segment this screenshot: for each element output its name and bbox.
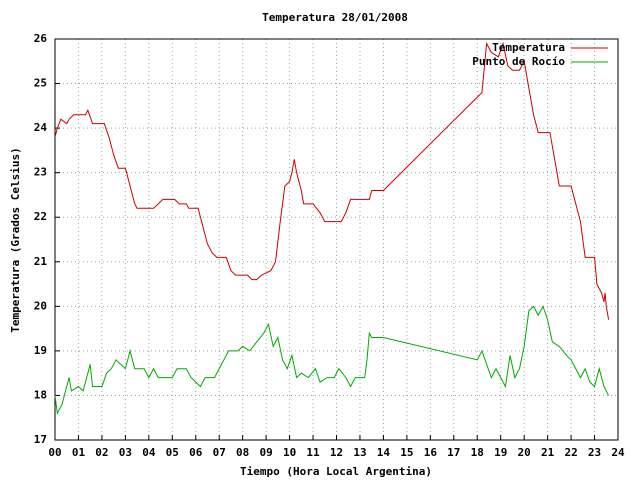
x-tick-label: 01 (72, 446, 86, 459)
x-tick-label: 00 (48, 446, 61, 459)
x-tick-label: 23 (588, 446, 601, 459)
y-axis-label: Temperatura (Grados Celsius) (9, 147, 22, 332)
legend-label: Temperatura (492, 41, 565, 54)
plot-frame (54, 38, 619, 441)
x-tick-label: 12 (330, 446, 343, 459)
x-tick-label: 24 (611, 446, 625, 459)
series-line (54, 41, 610, 320)
x-tick-label: 13 (353, 446, 366, 459)
y-tick-label: 24 (34, 121, 48, 134)
x-tick-label: 06 (189, 446, 203, 459)
x-tick-label: 22 (564, 446, 577, 459)
x-tick-label: 11 (306, 446, 320, 459)
series-line (54, 305, 610, 415)
x-tick-label: 14 (377, 446, 391, 459)
y-tick-label: 21 (34, 255, 48, 268)
x-tick-label: 17 (447, 446, 460, 459)
y-tick-label: 23 (34, 166, 47, 179)
x-tick-label: 18 (471, 446, 484, 459)
chart-title: Temperatura 28/01/2008 (262, 11, 408, 24)
y-tick-label: 19 (34, 344, 47, 357)
x-tick-label: 21 (541, 446, 555, 459)
x-tick-label: 19 (494, 446, 507, 459)
y-tick-label: 25 (34, 77, 47, 90)
x-tick-label: 09 (260, 446, 273, 459)
y-tick-label: 17 (34, 433, 47, 446)
x-tick-label: 16 (424, 446, 438, 459)
y-tick-label: 22 (34, 210, 47, 223)
y-tick-label: 20 (34, 299, 47, 312)
x-tick-label: 03 (119, 446, 132, 459)
x-tick-label: 08 (236, 446, 249, 459)
x-tick-label: 04 (142, 446, 156, 459)
x-tick-label: 07 (213, 446, 226, 459)
x-axis-label: Tiempo (Hora Local Argentina) (240, 465, 432, 478)
x-tick-label: 20 (518, 446, 531, 459)
x-tick-label: 10 (283, 446, 296, 459)
x-tick-label: 05 (166, 446, 179, 459)
legend-label: Punto de Rocío (472, 55, 565, 68)
x-tick-label: 02 (95, 446, 108, 459)
x-tick-label: 15 (400, 446, 413, 459)
y-tick-label: 18 (34, 388, 47, 401)
y-tick-label: 26 (34, 32, 48, 45)
